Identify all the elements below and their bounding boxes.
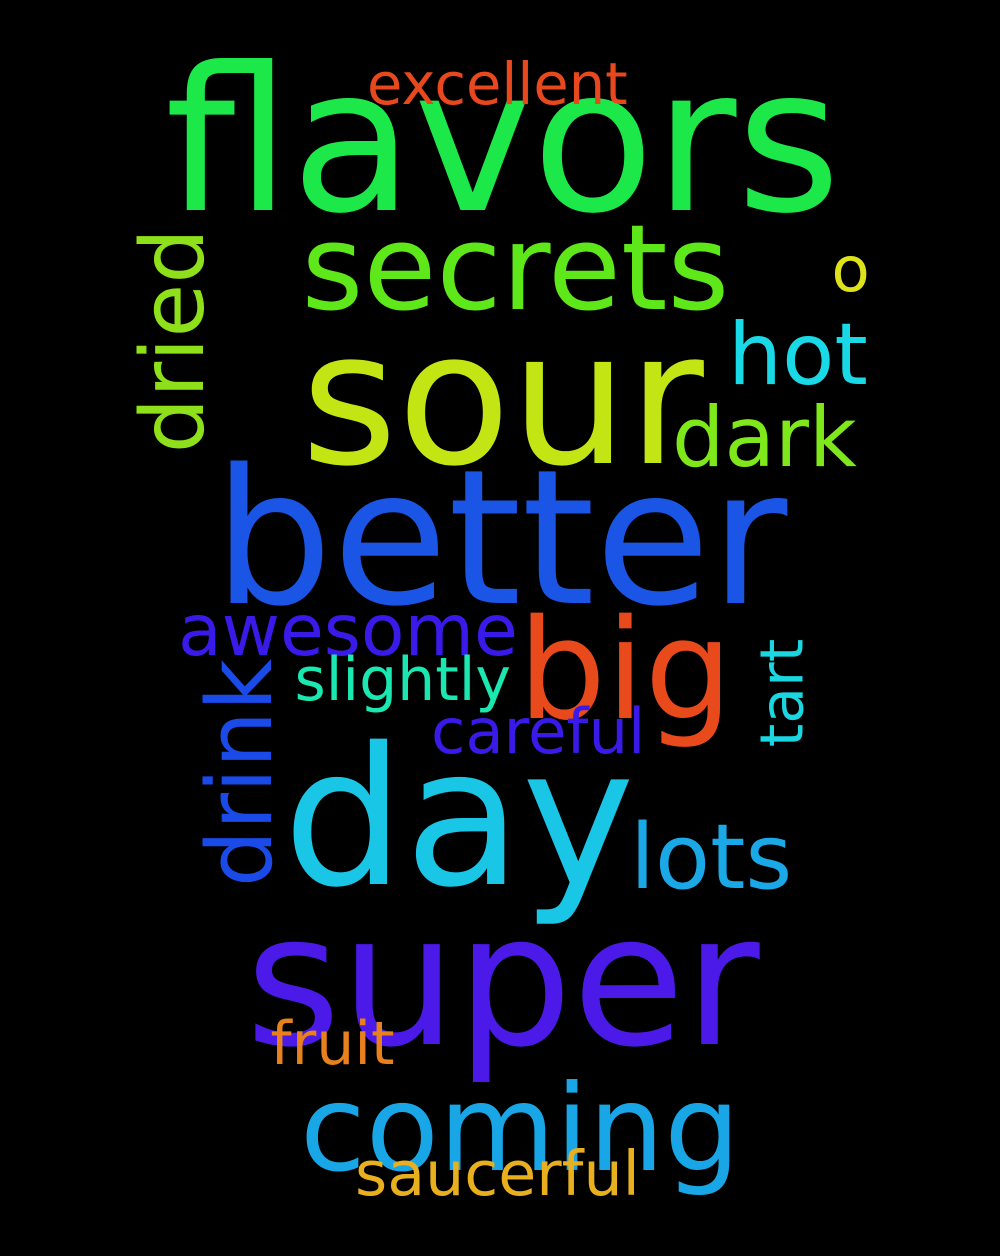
word-tart: tart: [746, 638, 817, 747]
word-dark: dark: [672, 389, 857, 486]
word-flavors: flavors: [165, 25, 841, 258]
word-awesome: awesome: [178, 589, 518, 672]
word-sour: sour: [301, 290, 704, 507]
word-o: o: [831, 232, 870, 306]
word-slightly: slightly: [294, 645, 511, 715]
word-careful: careful: [431, 694, 646, 768]
word-better: better: [213, 430, 788, 648]
word-secrets: secrets: [301, 200, 730, 338]
word-coming: coming: [300, 1060, 741, 1199]
word-super: super: [245, 875, 760, 1088]
word-drink: drink: [188, 658, 294, 887]
word-big: big: [518, 588, 733, 751]
word-excellent: excellent: [367, 51, 628, 118]
word-fruit: fruit: [270, 1009, 395, 1079]
word-dried: dried: [121, 227, 224, 453]
word-saucerful: saucerful: [355, 1138, 640, 1210]
word-lots: lots: [630, 805, 793, 910]
word-day: day: [283, 706, 635, 930]
word-hot: hot: [728, 305, 868, 405]
